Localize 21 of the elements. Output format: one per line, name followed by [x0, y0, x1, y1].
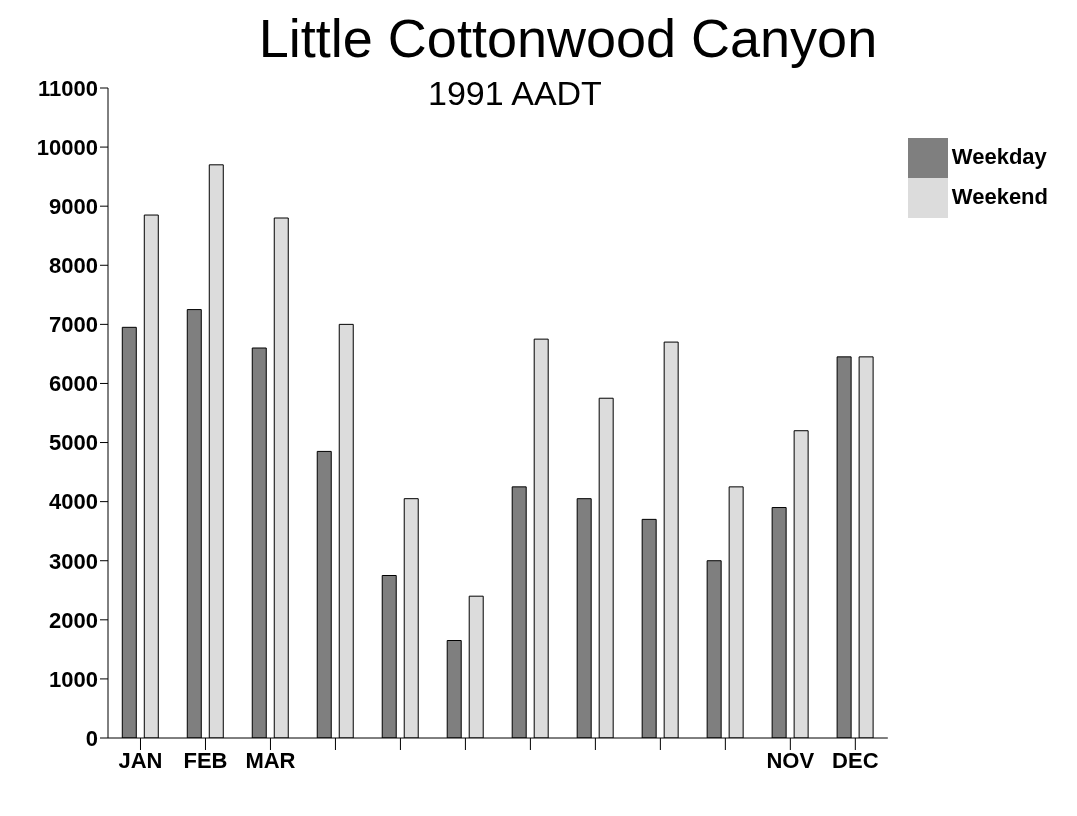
- y-tick-label: 3000: [49, 548, 98, 574]
- y-tick-label: 8000: [49, 253, 98, 279]
- x-tick-label: JAN: [118, 747, 163, 773]
- x-tick-label: NOV: [766, 747, 815, 773]
- y-tick-label: 2000: [49, 607, 98, 633]
- y-tick-label: 6000: [49, 371, 98, 397]
- x-tick-label: FEB: [183, 747, 228, 773]
- legend-label: Weekend: [951, 183, 1048, 209]
- x-tick-label: DEC: [832, 747, 879, 773]
- legend-label: Weekday: [951, 143, 1047, 169]
- x-tick-label: MAR: [245, 747, 296, 773]
- y-tick-label: 7000: [49, 312, 98, 338]
- chart-subtitle: 1991 AADT: [428, 74, 602, 113]
- y-tick-label: 0: [85, 725, 98, 751]
- y-tick-label: 11000: [38, 75, 98, 101]
- y-tick-label: 4000: [49, 489, 98, 515]
- y-tick-label: 1000: [49, 666, 98, 692]
- y-tick-label: 9000: [49, 193, 98, 219]
- chart-title: Little Cottonwood Canyon: [257, 8, 879, 68]
- y-tick-label: 10000: [36, 134, 98, 160]
- y-tick-label: 5000: [49, 430, 98, 456]
